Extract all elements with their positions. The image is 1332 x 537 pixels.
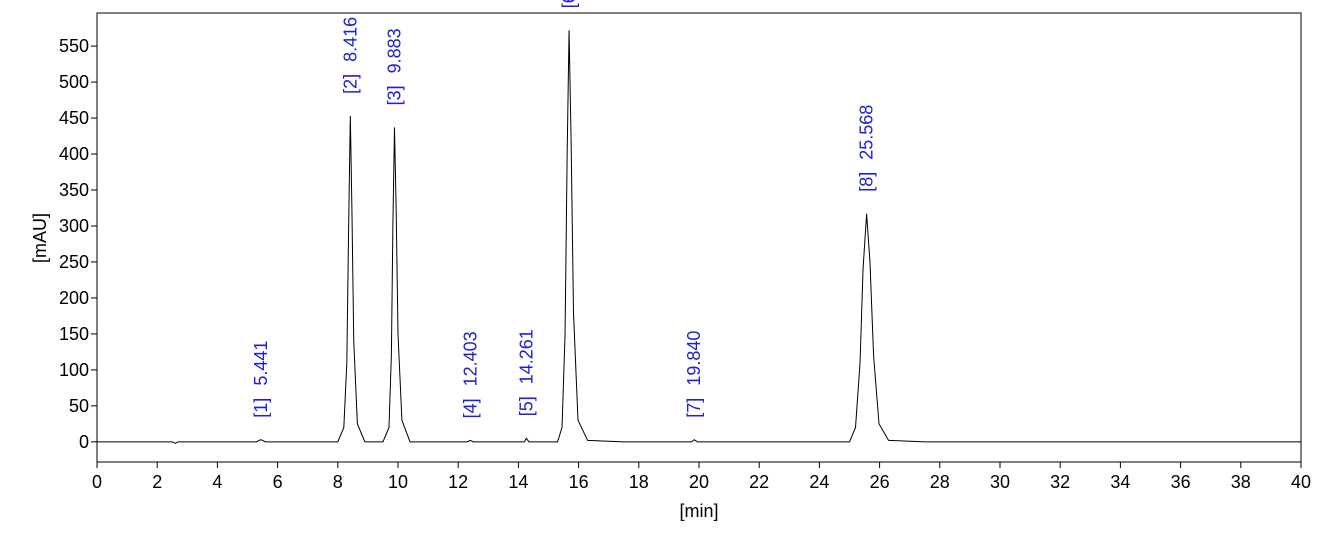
- x-tick-label: 4: [212, 472, 222, 492]
- y-tick-label: 300: [59, 216, 89, 236]
- x-tick-label: 14: [508, 472, 528, 492]
- y-tick-label: 400: [59, 144, 89, 164]
- y-tick-label: 50: [69, 396, 89, 416]
- x-tick-label: 10: [388, 472, 408, 492]
- x-tick-label: 12: [448, 472, 468, 492]
- peak-label: [8] 25.568: [857, 105, 877, 192]
- plot-frame: [96, 12, 1302, 463]
- peak-time: 12.403: [460, 331, 480, 386]
- x-tick-label: 24: [809, 472, 829, 492]
- x-tick-label: 28: [930, 472, 950, 492]
- peak-label: [2] 8.416: [340, 17, 360, 94]
- y-tick-label: 150: [59, 324, 89, 344]
- x-tick-label: 18: [629, 472, 649, 492]
- y-tick-label: 500: [59, 72, 89, 92]
- y-tick-label: 350: [59, 180, 89, 200]
- x-tick-label: 6: [273, 472, 283, 492]
- x-tick-label: 2: [152, 472, 162, 492]
- peak-id: [5]: [516, 396, 536, 416]
- y-tick-label: 550: [59, 36, 89, 56]
- x-tick-label: 40: [1291, 472, 1311, 492]
- x-tick-label: 36: [1171, 472, 1191, 492]
- peak-label: [5] 14.261: [516, 329, 536, 416]
- peak-time: 8.416: [340, 17, 360, 62]
- peak-label: [4] 12.403: [460, 331, 480, 418]
- x-tick-label: 34: [1110, 472, 1130, 492]
- peak-time: 25.568: [857, 105, 877, 160]
- peak-id: [6]: [559, 0, 579, 8]
- y-axis-label: [mAU]: [30, 213, 50, 263]
- x-tick-label: 16: [569, 472, 589, 492]
- trace: [97, 30, 1301, 444]
- x-tick-label: 20: [689, 472, 709, 492]
- peak-time: 19.840: [684, 331, 704, 386]
- y-tick-label: 250: [59, 252, 89, 272]
- x-tick-label: 30: [990, 472, 1010, 492]
- peak-label: [6]15.683: [559, 0, 579, 8]
- y-tick-label: 0: [79, 432, 89, 452]
- peak-id: [2]: [340, 74, 360, 94]
- y-tick-label: 200: [59, 288, 89, 308]
- peak-label: [3] 9.883: [384, 28, 404, 105]
- peak-time: 14.261: [516, 329, 536, 384]
- x-tick-label: 0: [92, 472, 102, 492]
- peak-id: [7]: [684, 398, 704, 418]
- y-tick-label: 100: [59, 360, 89, 380]
- x-tick-label: 8: [333, 472, 343, 492]
- x-tick-label: 22: [749, 472, 769, 492]
- y-tick-label: 450: [59, 108, 89, 128]
- peak-id: [8]: [857, 172, 877, 192]
- peak-time: 5.441: [251, 341, 271, 386]
- x-tick-label: 26: [870, 472, 890, 492]
- peak-id: [4]: [460, 398, 480, 418]
- x-tick-label: 32: [1050, 472, 1070, 492]
- peak-label: [7] 19.840: [684, 331, 704, 418]
- x-axis-label: [min]: [679, 501, 718, 521]
- peak-id: [3]: [384, 85, 404, 105]
- peak-label: [1] 5.441: [251, 341, 271, 418]
- x-tick-label: 38: [1231, 472, 1251, 492]
- peak-time: 9.883: [384, 28, 404, 73]
- peak-id: [1]: [251, 398, 271, 418]
